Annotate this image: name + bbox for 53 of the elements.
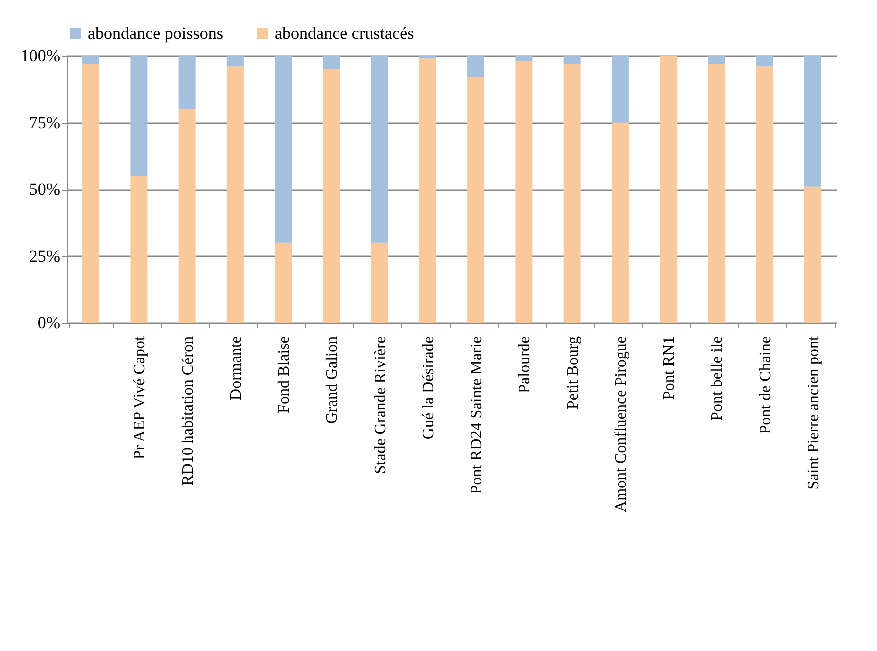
x-tick-label: Dormante bbox=[228, 336, 245, 400]
bar bbox=[130, 176, 148, 323]
legend-label: abondance crustacés bbox=[275, 24, 414, 43]
bar bbox=[275, 242, 292, 323]
x-tick-label: Pont RN1 bbox=[661, 336, 678, 400]
bar bbox=[516, 56, 533, 62]
bar bbox=[516, 61, 533, 323]
bar bbox=[371, 56, 388, 243]
bar bbox=[323, 69, 340, 323]
bar bbox=[226, 56, 244, 67]
bar bbox=[82, 56, 100, 64]
bar bbox=[756, 66, 774, 323]
bar bbox=[804, 56, 822, 187]
y-tick-label: 25% bbox=[29, 246, 60, 266]
bar bbox=[371, 242, 388, 323]
x-tick-label: Fond Blaise bbox=[276, 336, 294, 414]
x-tick-label: Saint Pierre ancien pont bbox=[805, 336, 822, 490]
bar bbox=[82, 64, 100, 323]
x-tick-label: Pont RD24 Sainte Marie bbox=[468, 336, 486, 494]
bar bbox=[275, 56, 292, 243]
legend-label: abondance poissons bbox=[88, 24, 224, 43]
bar bbox=[178, 56, 196, 110]
bar bbox=[564, 64, 581, 323]
x-tick-label: Pont belle ile bbox=[709, 336, 726, 421]
x-tick-label: Amont Confluence Pirogue bbox=[612, 336, 630, 512]
x-tick-label: Gué la Désirade bbox=[420, 336, 438, 440]
y-tick-label: 50% bbox=[29, 180, 60, 199]
x-tick-label: Pont de Chaine bbox=[757, 336, 774, 434]
bar bbox=[468, 77, 485, 323]
bar bbox=[756, 56, 774, 67]
y-tick-label: 100% bbox=[20, 46, 60, 66]
x-tick-label: Pr AEP Vivé Capot bbox=[132, 336, 149, 460]
bar bbox=[323, 56, 340, 70]
y-tick-label: 75% bbox=[29, 113, 60, 132]
bar bbox=[612, 56, 629, 123]
bar bbox=[660, 56, 678, 323]
bar bbox=[130, 56, 148, 176]
bar bbox=[468, 56, 485, 78]
bar bbox=[178, 109, 196, 323]
bar bbox=[708, 56, 726, 64]
x-tick-label: Petit Bourg bbox=[564, 336, 582, 410]
bar bbox=[708, 64, 726, 323]
x-tick-label: Stade Grande Rivière bbox=[372, 336, 390, 474]
bar bbox=[564, 56, 581, 64]
x-tick-label: Grand Galion bbox=[324, 336, 342, 424]
y-tick-label: 0% bbox=[38, 314, 60, 332]
bar bbox=[419, 58, 436, 323]
bar bbox=[804, 186, 822, 323]
x-tick-label: Palourde bbox=[516, 336, 534, 394]
bar bbox=[419, 56, 436, 59]
x-tick-label: RD10 habitation Céron bbox=[180, 336, 197, 486]
bar bbox=[612, 122, 629, 323]
bar bbox=[226, 66, 244, 323]
